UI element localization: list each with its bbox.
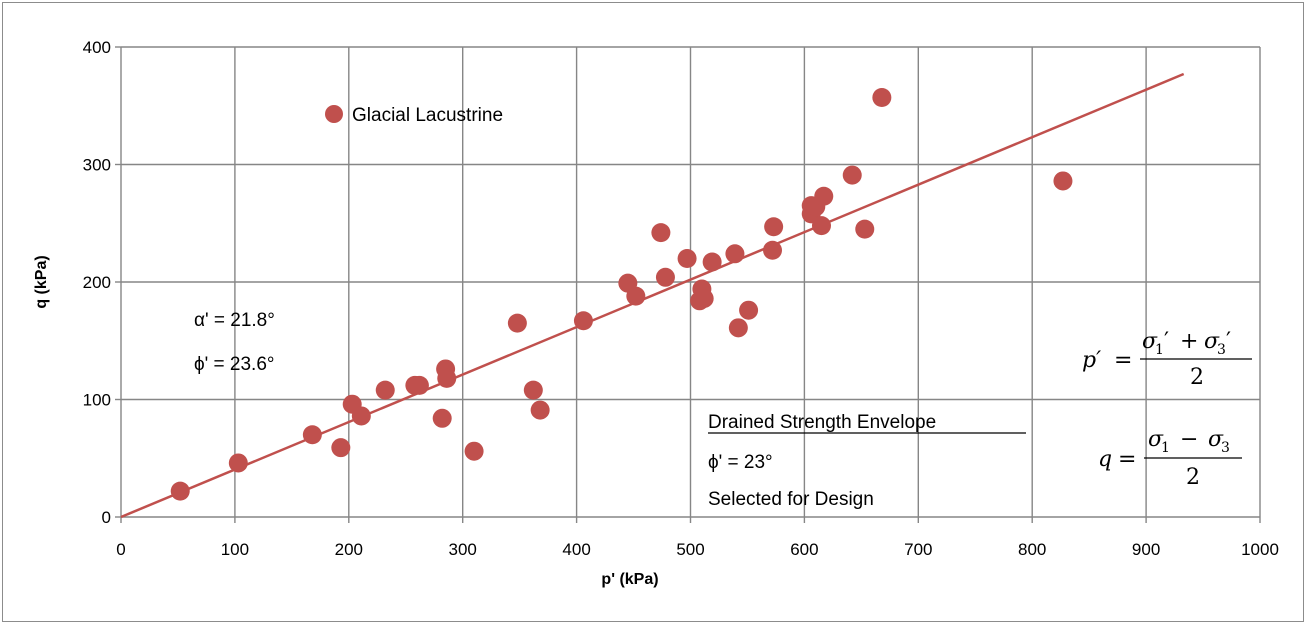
q-minus: − [1180,427,1198,452]
x-tick-label: 900 [1132,540,1160,559]
data-point [331,438,351,458]
data-point [375,380,395,400]
phi-annotation: ϕ' = 23.6° [194,354,275,375]
p-sigma-1: σ [1142,329,1158,354]
p-lhs: p′ [1082,348,1101,373]
envelope-title: Drained Strength Envelope [708,412,936,433]
x-tick-label: 400 [562,540,590,559]
x-tick-label: 800 [1018,540,1046,559]
data-point [626,286,646,306]
p-equals: = [1114,348,1132,373]
strength-envelope-line [120,72,1185,519]
x-tick-label: 100 [221,540,249,559]
q-sigma-3: σ [1208,427,1224,452]
x-tick-label: 1000 [1241,540,1279,559]
q-sub-3: 3 [1221,440,1230,456]
data-point [764,217,784,237]
y-axis-title: q (kPa) [33,255,50,308]
data-point [530,400,550,420]
data-point [302,425,322,445]
data-point [437,368,457,388]
data-point [677,249,697,268]
p-plus: + [1180,329,1198,354]
x-tick-label: 300 [449,540,477,559]
data-point [728,318,748,338]
data-point [702,252,722,272]
data-point [507,313,527,333]
legend-marker [325,105,343,123]
q-formula: q = σ 1 − σ 3 2 [1098,427,1242,490]
q-lhs: q [1098,447,1112,472]
data-point [739,300,759,320]
x-tick-label: 700 [904,540,932,559]
data-point [170,481,190,501]
alpha-annotation: α' = 21.8° [194,310,275,331]
x-tick-label: 600 [790,540,818,559]
y-tick-label: 200 [83,273,111,292]
envelope-note: Selected for Design [708,489,874,510]
y-tick-label: 400 [83,38,111,57]
data-point [464,441,484,461]
x-tick-label: 500 [676,540,704,559]
q-denominator: 2 [1186,465,1200,490]
data-point [573,311,593,331]
x-axis-title: p' (kPa) [601,571,658,588]
x-tick-label: 200 [335,540,363,559]
p-denominator: 2 [1190,365,1204,390]
data-point [523,380,543,400]
data-point [842,165,862,185]
data-point [814,186,834,206]
scatter-chart: 0 100 200 300 400 500 600 700 800 900 1000 0 100 200… [33,38,1279,588]
data-point [655,267,675,287]
y-tick-label: 100 [83,391,111,410]
data-point [725,244,745,264]
y-tick-label: 0 [102,508,111,527]
data-point [872,88,892,108]
p-sub-3: 3 [1217,342,1226,358]
data-point [409,375,429,395]
data-point [1053,171,1073,191]
data-point [432,408,452,428]
p-prime-1: ′ [1164,329,1169,354]
q-equals: = [1118,447,1136,472]
data-point [651,223,671,243]
x-tick-label: 0 [116,540,125,559]
data-point [351,406,371,426]
p-prime-3: ′ [1226,329,1231,354]
q-sub-1: 1 [1161,440,1170,456]
data-point [855,219,875,239]
p-prime-formula: p′ = σ 1 ′ + σ 3 ′ 2 [1082,329,1252,390]
legend-label: Glacial Lacustrine [352,105,503,126]
data-point [228,453,248,473]
y-tick-label: 300 [83,156,111,175]
data-points [170,88,1073,501]
data-point [694,288,714,308]
data-point [811,216,831,236]
x-tick-labels: 0 100 200 300 400 500 600 700 800 900 1000 [116,540,1279,559]
data-point [763,240,783,260]
envelope-phi: ϕ' = 23° [708,452,773,473]
q-sigma-1: σ [1148,427,1164,452]
grid-lines [115,46,1261,523]
p-sigma-3: σ [1204,329,1220,354]
p-sub-1: 1 [1155,342,1164,358]
y-tick-labels: 0 100 200 300 400 [83,38,111,527]
